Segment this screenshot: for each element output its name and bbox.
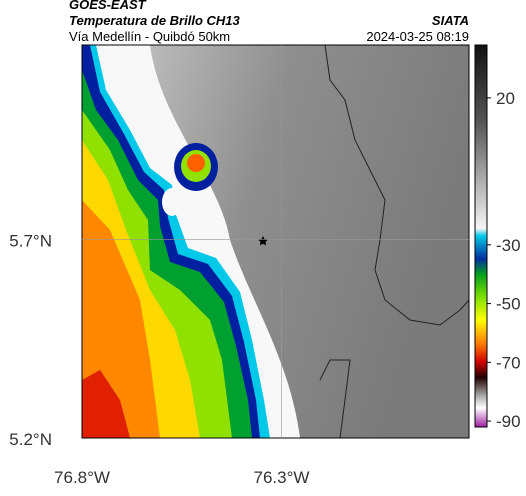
colorbar-tick-label: -50 [496, 295, 521, 314]
colorbar-tick-label: -90 [496, 412, 521, 431]
source: SIATA [432, 13, 469, 28]
cell [187, 154, 205, 172]
contour [82, 370, 130, 438]
gap [162, 188, 182, 216]
location: Vía Medellín - Quibdó 50km [69, 29, 230, 44]
map-image [81, 44, 470, 439]
title: GOES-EAST [69, 0, 147, 12]
colorbar [474, 44, 488, 428]
colorbar-tick-label: 20 [496, 89, 515, 108]
y-tick-label: 5.2°N [9, 430, 52, 449]
boundary [319, 44, 470, 439]
datetime: 2024-03-25 08:19 [366, 29, 469, 44]
colorbar-tick-label: -30 [496, 236, 521, 255]
site-marker [258, 236, 268, 246]
subtitle: Temperatura de Brillo CH13 [69, 13, 241, 28]
colorbar-tick-label: -70 [496, 353, 521, 372]
map-frame [81, 44, 470, 439]
header: GOES-EAST Temperatura de Brillo CH13 Vía… [69, 0, 469, 44]
y-tick-label: 5.7°N [9, 232, 52, 251]
x-tick-label: 76.8°W [54, 468, 110, 487]
x-tick-label: 76.3°W [254, 468, 310, 487]
